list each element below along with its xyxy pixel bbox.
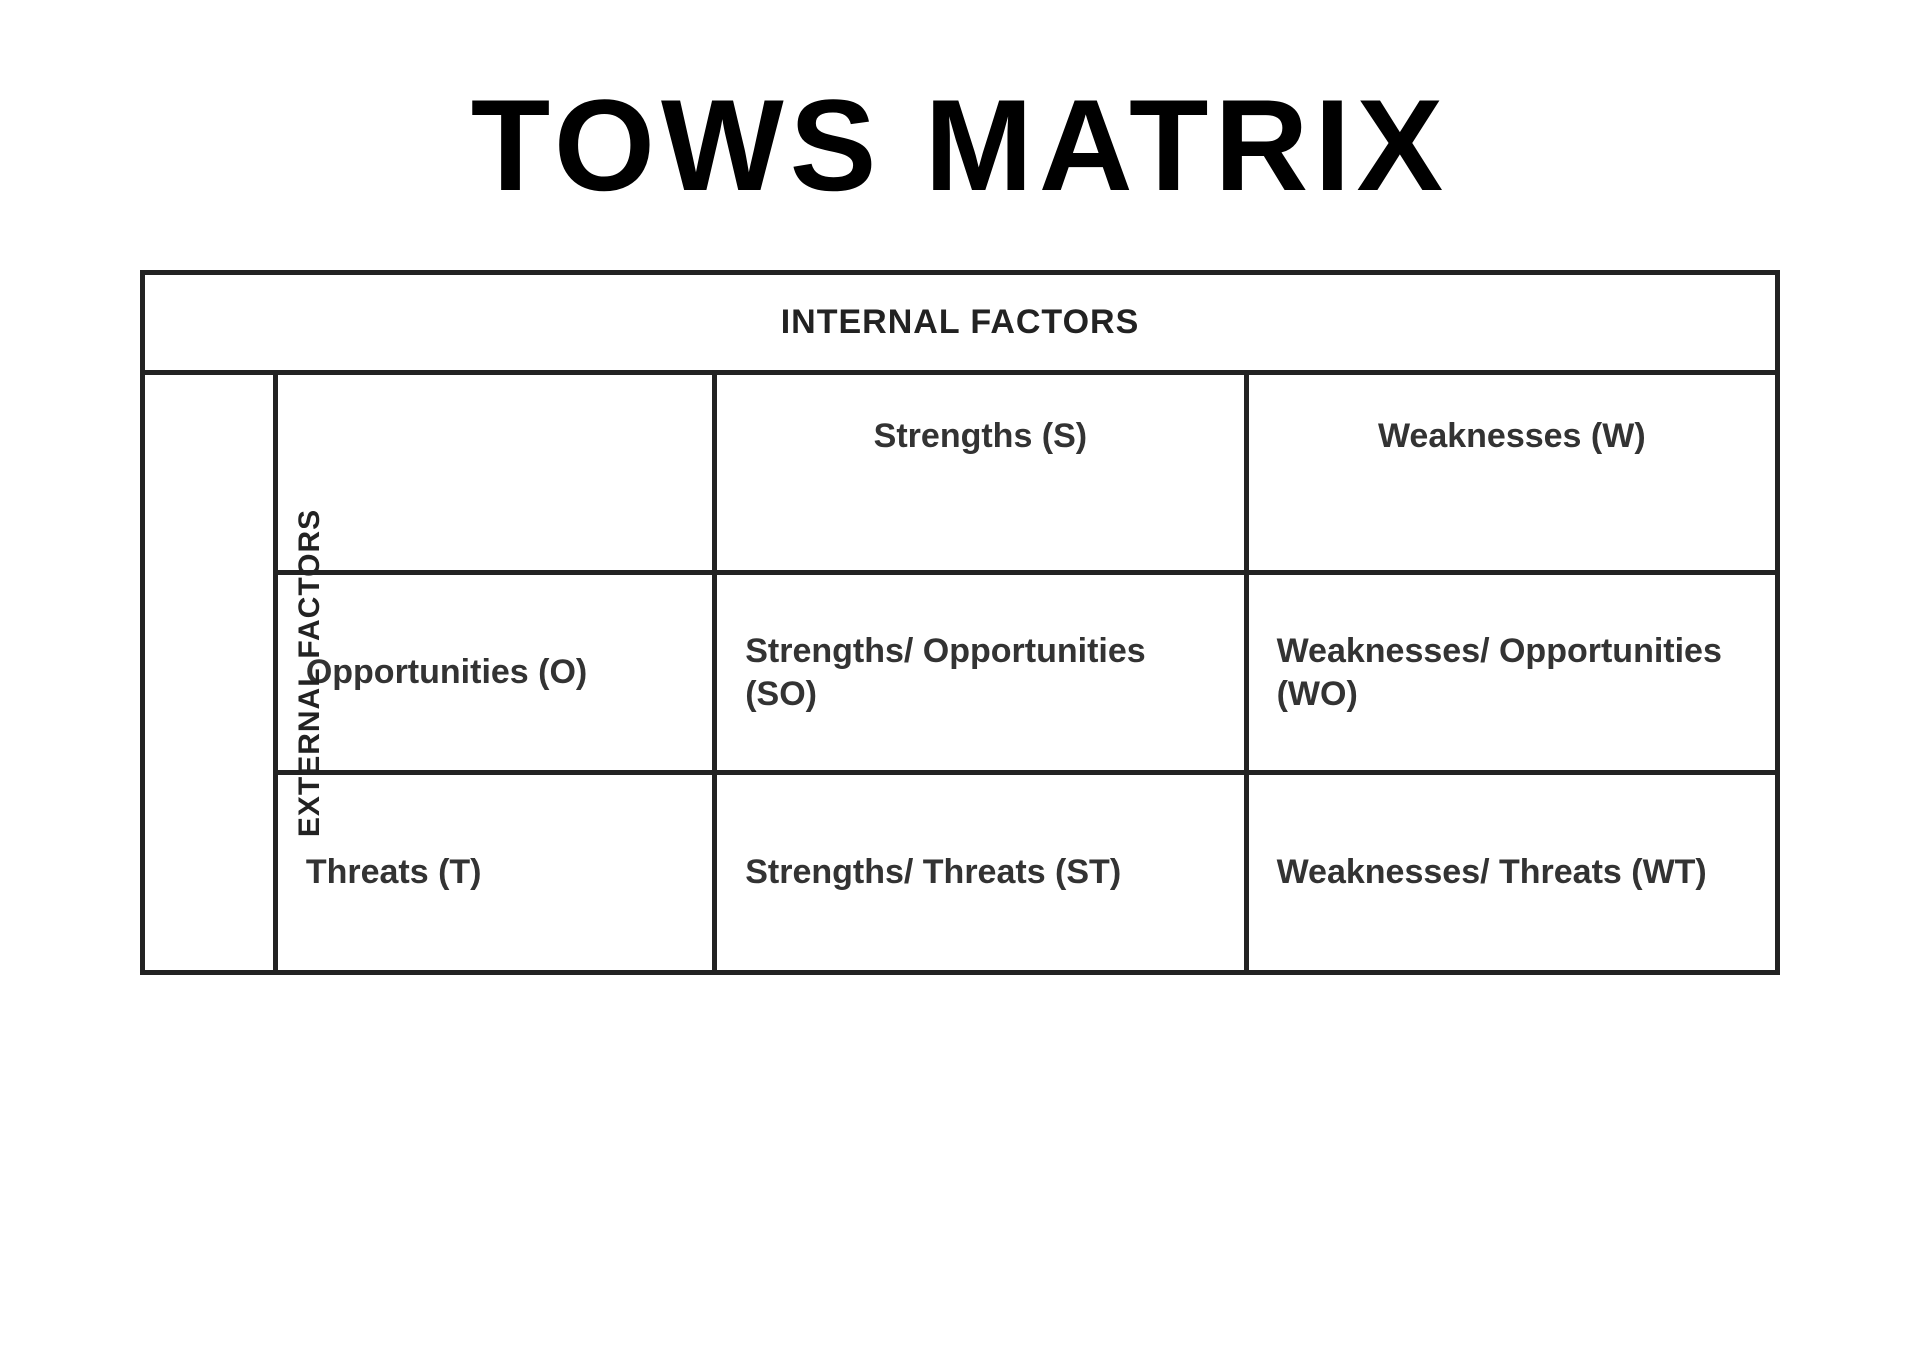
table-row: EXTERNAL FACTORS Strengths (S) Weaknesse… [143,373,1778,573]
table-row: INTERNAL FACTORS [143,273,1778,373]
row-header-opportunities: Opportunities (O) [275,573,714,773]
page-title: TOWS MATRIX [0,80,1920,210]
matrix-table: INTERNAL FACTORS EXTERNAL FACTORS Streng… [140,270,1780,975]
col-header-weaknesses: Weaknesses (W) [1246,373,1777,573]
cell-blank [275,373,714,573]
internal-factors-header: INTERNAL FACTORS [143,273,1778,373]
cell-wt: Weaknesses/ Threats (WT) [1246,773,1777,973]
table-row: Threats (T) Strengths/ Threats (ST) Weak… [143,773,1778,973]
page: TOWS MATRIX INTERNAL FACTORS EXTERNAL FA… [0,80,1920,1360]
cell-st: Strengths/ Threats (ST) [715,773,1246,973]
tows-matrix: INTERNAL FACTORS EXTERNAL FACTORS Streng… [140,270,1780,975]
cell-so: Strengths/ Opportunities (SO) [715,573,1246,773]
col-header-strengths: Strengths (S) [715,373,1246,573]
external-factors-header: EXTERNAL FACTORS [143,373,276,973]
table-row: Opportunities (O) Strengths/ Opportuniti… [143,573,1778,773]
cell-wo: Weaknesses/ Opportunities (WO) [1246,573,1777,773]
row-header-threats: Threats (T) [275,773,714,973]
external-factors-label: EXTERNAL FACTORS [293,508,327,836]
